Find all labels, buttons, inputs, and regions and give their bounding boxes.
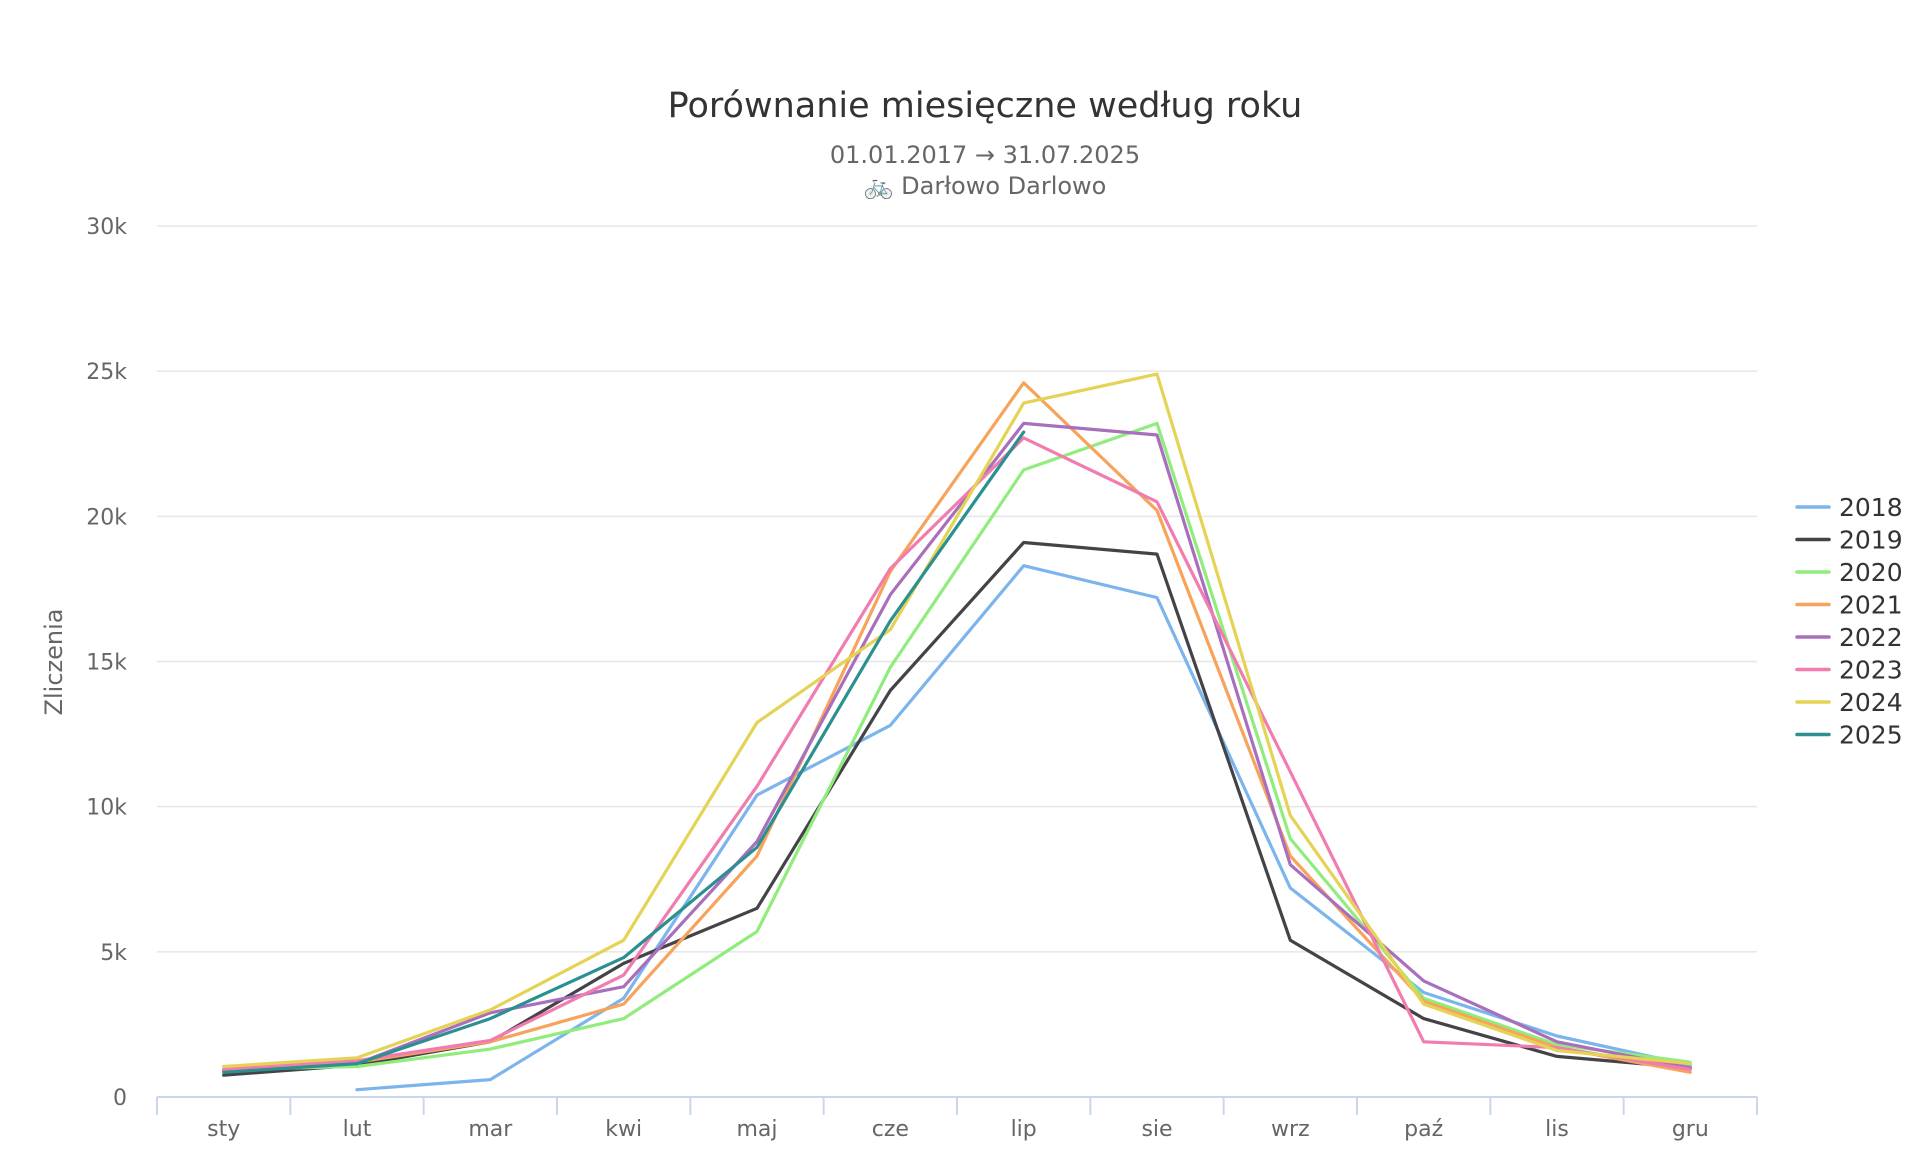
y-tick-label: 0 — [113, 1086, 127, 1111]
y-tick-label: 15k — [86, 651, 127, 676]
x-tick-label: gru — [1672, 1117, 1709, 1142]
series-line-2024[interactable] — [222, 372, 1692, 1069]
x-tick-label: cze — [872, 1117, 909, 1142]
legend-item-2018[interactable]: 2018 — [1795, 493, 1903, 522]
series-line-2025[interactable] — [222, 430, 1026, 1074]
legend-item-2024[interactable]: 2024 — [1795, 688, 1903, 717]
y-tick-label: 10k — [86, 796, 127, 821]
series-line-2022[interactable] — [222, 421, 1692, 1073]
legend-label: 2018 — [1839, 493, 1903, 522]
legend-label: 2020 — [1839, 558, 1903, 587]
x-tick-label: lis — [1545, 1117, 1569, 1142]
legend-label: 2019 — [1839, 526, 1903, 555]
y-tick-label: 5k — [100, 941, 127, 966]
legend-item-2019[interactable]: 2019 — [1795, 526, 1903, 555]
legend-item-2022[interactable]: 2022 — [1795, 623, 1903, 652]
y-tick-label: 30k — [86, 215, 127, 240]
legend-label: 2021 — [1839, 591, 1903, 620]
series-line-2019[interactable] — [222, 540, 1692, 1077]
y-axis-ticks: 0 5k 10k 15k 20k 25k 30k — [86, 215, 127, 1111]
legend-label: 2025 — [1839, 721, 1903, 750]
legend-label: 2024 — [1839, 688, 1903, 717]
legend-label: 2023 — [1839, 656, 1903, 685]
series-lines — [222, 372, 1692, 1092]
y-tick-label: 20k — [86, 505, 127, 530]
chart-subtitle-dates: 01.01.2017 → 31.07.2025 — [830, 141, 1140, 169]
y-axis-label: Zliczenia — [40, 609, 68, 716]
x-tick-label: mar — [468, 1117, 513, 1142]
legend-item-2020[interactable]: 2020 — [1795, 558, 1903, 587]
chart-subtitle-location: 🚲 Darłowo Darlowo — [864, 172, 1107, 200]
series-line-2020[interactable] — [222, 421, 1692, 1071]
x-tick-label: kwi — [605, 1117, 642, 1142]
x-tick-label: wrz — [1271, 1117, 1310, 1142]
series-line-2018[interactable] — [355, 564, 1692, 1092]
x-tick-label: sie — [1141, 1117, 1172, 1142]
x-tick-label: sty — [207, 1117, 240, 1142]
legend: 2018 2019 2020 2021 2022 2023 2024 2025 — [1795, 493, 1903, 750]
y-tick-label: 25k — [86, 360, 127, 385]
legend-item-2023[interactable]: 2023 — [1795, 656, 1903, 685]
x-tick-label: paź — [1404, 1117, 1443, 1142]
grid-lines — [157, 225, 1757, 953]
legend-item-2021[interactable]: 2021 — [1795, 591, 1903, 620]
x-axis: sty lut mar kwi maj cze lip sie wrz paź lis gru — [156, 1096, 1758, 1142]
x-tick-label: lut — [343, 1117, 372, 1142]
chart-title: Porównanie miesięczne według roku — [668, 86, 1303, 126]
x-tick-label: maj — [736, 1117, 777, 1142]
series-line-2021[interactable] — [222, 381, 1692, 1074]
legend-item-2025[interactable]: 2025 — [1795, 721, 1903, 750]
legend-label: 2022 — [1839, 623, 1903, 652]
x-tick-label: lip — [1011, 1117, 1037, 1142]
series-line-2023[interactable] — [222, 436, 1692, 1071]
